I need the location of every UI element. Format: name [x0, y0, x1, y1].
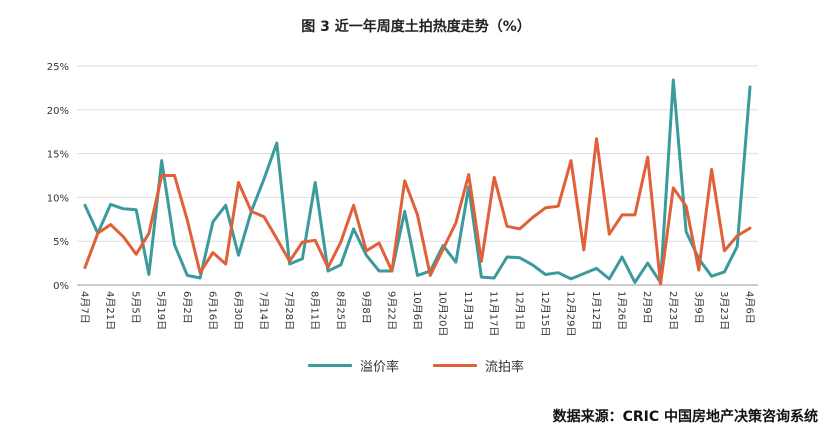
x-tick-label: 4月6日	[744, 291, 756, 324]
legend-item-failure: 流拍率	[433, 356, 524, 375]
x-tick-label: 10月6日	[411, 291, 423, 330]
legend-label-premium: 溢价率	[359, 360, 399, 375]
series-line-premium	[83, 78, 752, 284]
y-tick-label: 10%	[47, 193, 69, 204]
y-tick-label: 5%	[53, 237, 69, 248]
x-tick-label: 7月28日	[283, 291, 295, 330]
x-tick-label: 12月1日	[513, 291, 525, 330]
y-tick-label: 15%	[47, 150, 69, 161]
legend-swatch-premium	[307, 364, 352, 367]
series-line-failure	[83, 137, 752, 286]
x-tick-label: 12月15日	[539, 291, 551, 336]
x-tick-label: 8月25日	[334, 291, 346, 330]
x-tick-label: 1月26日	[616, 291, 628, 330]
x-tick-label: 10月20日	[437, 291, 449, 336]
y-tick-label: 0%	[53, 281, 69, 292]
x-tick-label: 4月21日	[104, 291, 116, 330]
legend-swatch-failure	[433, 364, 477, 367]
x-tick-label: 9月8日	[360, 291, 372, 324]
x-tick-label: 4月7日	[79, 291, 91, 324]
x-tick-label: 5月19日	[155, 291, 167, 330]
x-tick-label: 9月22日	[385, 291, 397, 330]
x-tick-label: 11月17日	[488, 291, 500, 336]
x-tick-label: 8月11日	[309, 291, 321, 330]
y-tick-label: 25%	[47, 62, 69, 73]
x-tick-label: 12月29日	[564, 291, 576, 336]
x-tick-label: 6月30日	[232, 291, 244, 330]
x-tick-label: 2月9日	[641, 291, 653, 324]
x-tick-label: 3月23日	[718, 291, 730, 330]
x-tick-label: 11月3日	[462, 291, 474, 330]
legend: 溢价率 流拍率	[0, 356, 832, 375]
y-tick-label: 20%	[47, 106, 69, 117]
x-tick-label: 6月2日	[181, 291, 193, 324]
source-note: 数据来源：CRIC 中国房地产决策咨询系统	[552, 409, 818, 425]
legend-item-premium: 溢价率	[307, 356, 399, 375]
x-tick-label: 3月9日	[692, 291, 704, 324]
x-tick-label: 6月16日	[206, 291, 218, 330]
x-tick-label: 5月5日	[130, 291, 142, 324]
x-tick-label: 7月14日	[258, 291, 270, 330]
legend-label-failure: 流拍率	[485, 360, 525, 375]
x-tick-label: 2月23日	[667, 291, 679, 330]
chart-title: 图 3 近一年周度土拍热度走势（%）	[301, 19, 531, 35]
x-tick-label: 1月12日	[590, 291, 602, 330]
